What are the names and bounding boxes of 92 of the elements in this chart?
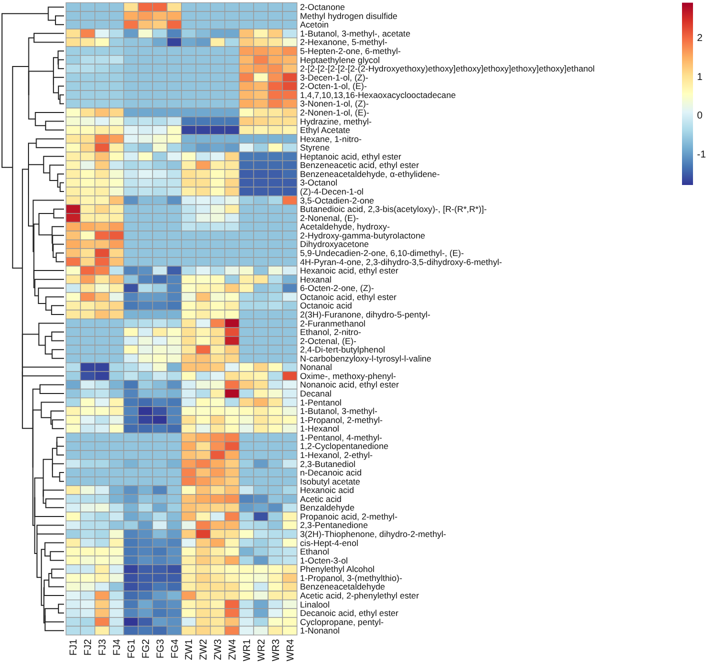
y-tick-label: Heptaethylene glycol (300, 54, 380, 65)
y-tick-label: 2(3H)-Furanone, dihydro-5-pentyl- (300, 309, 431, 320)
x-tick-label: FJ3 (98, 638, 109, 656)
color-bar-label: -1 (697, 149, 706, 160)
y-tick-label: Decanal (300, 388, 332, 399)
x-tick-label: WR1 (242, 638, 253, 662)
y-tick-label: 1-Nonanol (300, 626, 340, 636)
y-tick-label: 2-Nonenal, (E)- (300, 212, 359, 223)
y-tick-label: Nonanoic acid, ethyl ester (300, 380, 400, 390)
y-tick-label: Benzeneacetaldehyde, α-ethylidene- (300, 168, 440, 179)
y-tick-label: 2-Octen-1-ol, (E)- (300, 81, 367, 92)
y-tick-label: 1-Hexanol (300, 424, 340, 434)
y-tick-label: Oxime-, methoxy-phenyl- (300, 370, 396, 381)
y-tick-label: Butanedioic acid, 2,3-bis(acetyloxy)-, [R-(R*,R*)]- (300, 204, 487, 214)
y-tick-label: 2-Octanone (300, 2, 346, 12)
y-tick-label: 6-Octen-2-one, (Z)- (300, 283, 374, 294)
x-tick-label: ZW1 (184, 638, 196, 660)
x-tick-label: WR4 (285, 638, 296, 662)
y-tick-label: 3-Nonen-1-ol, (Z)- (300, 98, 369, 109)
y-tick-label: Benzaldehyde (300, 502, 355, 513)
y-tick-label: 2,3-Butanediol (300, 458, 356, 469)
y-tick-label: Octanoic acid, ethyl ester (300, 292, 397, 302)
y-tick-label: Benzeneacetaldehyde (300, 582, 386, 592)
y-tick-label: Cyclopropane, pentyl- (300, 616, 384, 627)
x-tick-label: ZW3 (213, 638, 224, 660)
y-tick-label: 1,2-Cyclopentanedione (300, 441, 389, 452)
x-tick-label: FG4 (170, 638, 181, 658)
y-tick-label: 2,4-Di-tert-butylphenol (300, 344, 386, 355)
color-bar-label: 1 (697, 72, 703, 83)
y-tick-label: 1-Propanol, 2-methyl- (300, 414, 383, 425)
x-tick-label: FJ2 (83, 638, 94, 656)
y-tick-label: 2-Nonen-1-ol, (E)- (300, 107, 370, 118)
y-tick-label: Dihydroxyacetone (300, 239, 370, 250)
y-tick-label: 1-Butanol, 3-methyl-, acetate (300, 28, 411, 38)
y-tick-label: 1-Propanol, 3-(methylthio)- (300, 572, 402, 583)
x-tick-label: WR3 (270, 638, 282, 662)
y-tick-label: (Z)-4-Decen-1-ol (300, 186, 364, 197)
color-bar-label: 0 (697, 110, 703, 122)
x-tick-label: FG1 (126, 638, 138, 658)
y-tick-label: 3-Octanol (300, 178, 338, 188)
y-tick-label: Hexanoic acid (300, 485, 354, 496)
y-tick-label: 2-Octenal, (E)- (300, 336, 356, 346)
x-tick-label: FJ1 (68, 638, 80, 656)
y-tick-label: Ethyl Acetate (300, 125, 350, 136)
y-tick-label: Hexanal (300, 274, 332, 284)
y-tick-label: 3(2H)-Thiophenone, dihydro-2-methyl- (300, 529, 446, 540)
y-tick-label: 2-Hydroxy-gamma-butyrolactone (300, 230, 426, 240)
y-tick-label: 2-Furanmethanol (300, 318, 366, 328)
y-tick-label: cis-Hept-4-enol (300, 538, 358, 548)
x-tick-label: FG2 (140, 638, 152, 658)
y-tick-label: Benzeneacetic acid, ethyl ester (300, 160, 420, 170)
color-bar-label: 2 (697, 33, 703, 44)
y-tick-label: 3-Decen-1-ol, (Z)- (300, 72, 368, 82)
x-tick-label: ZW2 (198, 638, 210, 660)
y-tick-label: 2-[2-[2-[2-[2-[2-(2-Hydroxyethoxy)ethoxy]ethoxy]ethoxy]ethoxy]ethoxy]ethanol (300, 64, 595, 74)
y-tick-label: Ethanol, 2-nitro- (300, 327, 362, 338)
y-tick-label: Decanoic acid, ethyl ester (300, 608, 399, 618)
y-tick-label: 1-Hexanol, 2-ethyl- (300, 450, 373, 460)
y-tick-label: 4H-Pyran-4-one, 2,3-dihydro-3,5-dihydroxy-6-methyl- (300, 256, 502, 267)
y-tick-label: Nonanal (300, 362, 332, 372)
x-tick-label: FG3 (155, 638, 166, 658)
y-tick-label: Acetaldehyde, hydroxy- (300, 222, 390, 232)
y-tick-label: N-carbobenzyloxy-l-tyrosyl-l-valine (300, 353, 432, 364)
y-tick-label: 5,9-Undecadien-2-one, 6,10-dimethyl-, (E)- (300, 248, 464, 258)
y-tick-label: Propanoic acid, 2-methyl- (300, 511, 398, 522)
y-tick-label: 1-Octen-3-ol (300, 555, 348, 566)
y-tick-label: 2,3-Pentanedione (300, 520, 368, 530)
y-tick-label: Acetoin (300, 20, 329, 30)
y-tick-label: 3,5-Octadien-2-one (300, 195, 374, 206)
y-tick-label: Hydrazine, methyl- (300, 116, 372, 126)
y-tick-label: Ethanol (300, 546, 330, 557)
y-tick-label: n-Decanoic acid (300, 468, 362, 478)
y-tick-label: Isobutyl acetate (300, 476, 360, 486)
y-tick-label: Linalool (300, 599, 330, 610)
y-tick-label: Phenylethyl Alcohol (300, 564, 375, 574)
y-tick-label: Acetic acid (300, 494, 342, 504)
y-tick-label: Heptanoic acid, ethyl ester (300, 151, 402, 162)
x-tick-label: FJ4 (112, 638, 124, 656)
y-tick-label: Hexane, 1-nitro- (300, 134, 362, 144)
y-tick-label: 1-Pentanol, 4-methyl- (300, 432, 382, 442)
x-tick-label: ZW4 (228, 638, 239, 660)
y-tick-label: Hexanoic acid, ethyl ester (300, 266, 399, 276)
y-tick-label: 2-Hexanone, 5-methyl- (300, 37, 388, 48)
y-tick-label: 1-Butanol, 3-methyl- (300, 406, 378, 416)
y-tick-label: 5-Hepten-2-one, 6-methyl- (300, 46, 401, 56)
y-tick-label: Acetic acid, 2-phenylethyl ester (300, 590, 420, 600)
y-tick-label: 1,4,7,10,13,16-Hexaoxacyclooctadecane (300, 90, 456, 100)
y-tick-label: Styrene (300, 142, 330, 153)
y-tick-label: Methyl hydrogen disulfide (300, 10, 398, 21)
x-tick-label: WR2 (256, 638, 268, 662)
y-tick-label: 1-Pentanol (300, 397, 342, 408)
y-tick-label: Octanoic acid (300, 300, 352, 311)
